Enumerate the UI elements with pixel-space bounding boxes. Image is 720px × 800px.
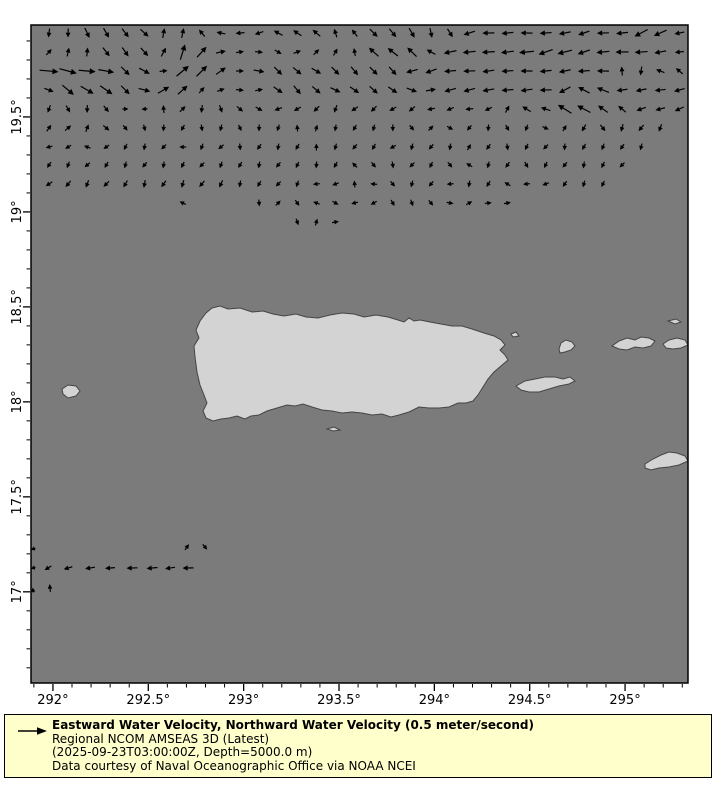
landmasses	[61, 305, 689, 471]
y-tick-label: 17°	[10, 580, 25, 603]
icacos-cay-landmass	[510, 331, 520, 338]
vieques-landmass	[515, 376, 576, 393]
y-tick-label: 19.5°	[10, 99, 25, 134]
x-tick-label: 294°	[419, 693, 450, 708]
x-tick-label: 295°	[609, 693, 640, 708]
st-thomas-landmass	[610, 336, 656, 351]
puerto-rico-landmass	[193, 305, 509, 422]
y-tick-label: 17.5°	[10, 479, 25, 514]
y-tick-label: 18°	[10, 390, 25, 413]
x-tick-label: 294.5°	[508, 693, 552, 708]
x-tick-label: 293.5°	[317, 693, 361, 708]
caja-de-muertos-landmass	[325, 426, 342, 432]
legend-box: Eastward Water Velocity, Northward Water…	[4, 714, 712, 778]
plot-frame	[30, 24, 689, 684]
quiver-arrows	[30, 27, 685, 593]
x-tick-label: 293°	[228, 693, 259, 708]
y-tick-label: 18.5°	[10, 289, 25, 324]
legend-courtesy-line: Data courtesy of Naval Oceanographic Off…	[52, 758, 416, 773]
axis-ticks: 292° 292.5° 293° 293.5° 294° 294.5° 295° 17° 17.…	[10, 40, 683, 708]
legend-dataset-line: Regional NCOM AMSEAS 3D (Latest)	[52, 731, 270, 746]
legend-time-depth-line: (2025-09-23T03:00:00Z, Depth=5000.0 m)	[52, 745, 313, 759]
x-tick-label: 292°	[37, 693, 68, 708]
x-tick-label: 292.5°	[126, 693, 170, 708]
ne-cay-landmass	[666, 318, 683, 325]
legend-text-block: Eastward Water Velocity, Northward Water…	[52, 718, 534, 773]
y-tick-label: 19°	[10, 200, 25, 223]
legend-title: Eastward Water Velocity, Northward Water…	[52, 718, 534, 732]
velocity-quiver-map: 292° 292.5° 293° 293.5° 294° 294.5° 295° 17° 17.…	[10, 24, 689, 708]
culebra-landmass	[558, 339, 576, 354]
mona-island-landmass	[61, 384, 81, 399]
reference-arrow-icon	[18, 727, 47, 735]
